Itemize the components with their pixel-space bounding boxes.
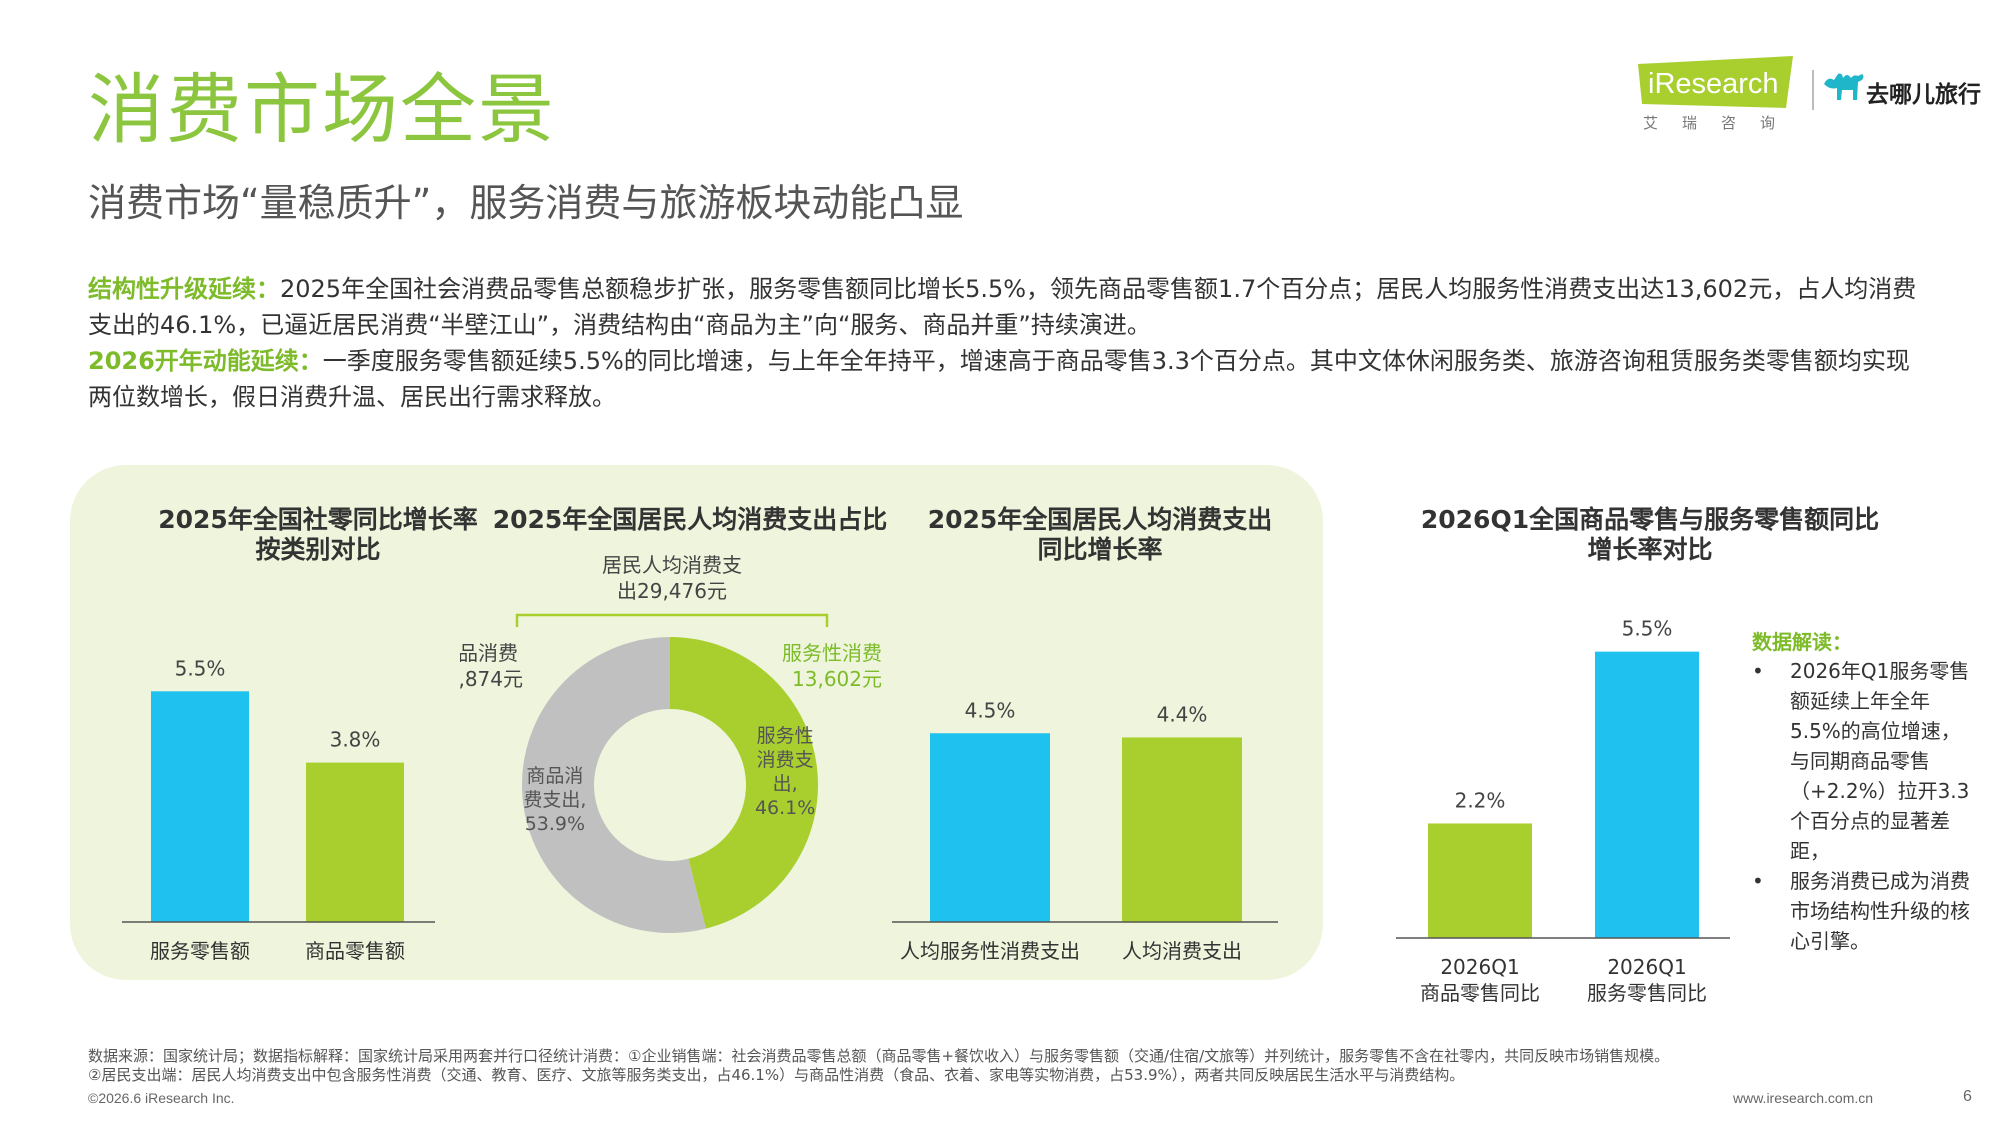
category-label-1-line1: 2026Q1 — [1440, 955, 1519, 979]
bar-value-label-1: 2.2% — [1455, 788, 1506, 812]
intro-label-2: 2026开年动能延续： — [88, 347, 323, 375]
slice-amount-label-1-line2: 13,602元 — [792, 667, 882, 691]
bar-value-label-2: 3.8% — [330, 728, 381, 752]
source-note-2: ②居民支出端：居民人均消费支出中包含服务性消费（交通、教育、医疗、文旅等服务类支… — [88, 1066, 1465, 1084]
chart4-title-line2: 增长率对比 — [1587, 535, 1713, 564]
category-label-2: 人均消费支出 — [1122, 939, 1242, 963]
donut-inner-label-2-line1: 商品消 — [526, 765, 583, 787]
page-title: 消费市场全景 — [88, 65, 556, 154]
bar-1 — [151, 691, 249, 922]
slice-amount-label-2-line2: 15,874元 — [460, 667, 523, 691]
chart3-bar-chart: 4.5% 人均服务性消费支出 4.4% 人均消费支出 — [892, 698, 1278, 963]
chart3-title-line1: 2025年全国居民人均消费支出 — [927, 505, 1273, 534]
category-label-2-line2: 服务零售同比 — [1587, 981, 1707, 1005]
chart3-title: 2025年全国居民人均消费支出 同比增长率 — [890, 505, 1310, 565]
insight-list: 2026年Q1服务零售额延续上年全年5.5%的高位增速，与同期商品零售（+2.2… — [1750, 656, 1980, 956]
total-label-line2: 出29,476元 — [617, 579, 727, 603]
donut-slice-2 — [522, 637, 706, 933]
category-label-2: 商品零售额 — [305, 939, 405, 963]
bar-value-label-1: 4.5% — [965, 698, 1016, 722]
chart2-title: 2025年全国居民人均消费支出占比 — [492, 505, 888, 534]
intro-paragraph-1: 结构性升级延续：2025年全国社会消费品零售总额稳步扩张，服务零售额同比增长5.… — [88, 271, 1918, 343]
footer-copyright: ©2026.6 iResearch Inc. — [88, 1090, 235, 1106]
donut-inner-label-1-line2: 消费支 — [757, 749, 814, 771]
intro-text-2: 一季度服务零售额延续5.5%的同比增速，与上年全年持平，增速高于商品零售3.3个… — [88, 347, 1910, 411]
logo-divider — [1812, 70, 1814, 110]
camel-icon — [1824, 73, 1864, 100]
page-subtitle: 消费市场“量稳质升”，服务消费与旅游板块动能凸显 — [88, 181, 964, 225]
chart1-title: 2025年全国社零同比增长率 按类别对比 — [108, 505, 528, 565]
donut-inner-label-1-line3: 出, — [773, 773, 798, 795]
intro-text-1: 2025年全国社会消费品零售总额稳步扩张，服务零售额同比增长5.5%，领先商品零… — [88, 275, 1917, 339]
bar-2 — [1595, 651, 1699, 938]
bar-value-label-2: 4.4% — [1157, 702, 1208, 726]
iresearch-logo-badge — [1638, 56, 1793, 108]
bar-1 — [1428, 823, 1532, 938]
intro-paragraph-2: 2026开年动能延续：一季度服务零售额延续5.5%的同比增速，与上年全年持平，增… — [88, 343, 1918, 415]
qunar-logo-text: 去哪儿旅行 — [1866, 82, 1981, 108]
insight-heading: 数据解读： — [1752, 630, 1852, 654]
bar-value-label-2: 5.5% — [1622, 617, 1673, 641]
chart3-title-line2: 同比增长率 — [1037, 535, 1163, 564]
page-number: 6 — [1963, 1088, 1972, 1105]
bar-value-label-1: 5.5% — [175, 656, 226, 680]
source-note-1: 数据来源：国家统计局；数据指标解释：国家统计局采用两套并行口径统计消费：①企业销… — [88, 1047, 1670, 1065]
total-bracket — [515, 613, 829, 627]
donut-inner-label-2-line2: 费支出, — [523, 789, 586, 811]
intro-text: 结构性升级延续：2025年全国社会消费品零售总额稳步扩张，服务零售额同比增长5.… — [88, 271, 1918, 415]
insight-item-1: 2026年Q1服务零售额延续上年全年5.5%的高位增速，与同期商品零售（+2.2… — [1750, 656, 1980, 866]
total-label-line1: 居民人均消费支 — [602, 553, 742, 577]
category-label-1: 人均服务性消费支出 — [900, 939, 1080, 963]
bar-2 — [1122, 737, 1242, 922]
donut-inner-label-2-line3: 53.9% — [525, 813, 585, 835]
category-label-2-line1: 2026Q1 — [1607, 955, 1686, 979]
bar-1 — [930, 733, 1050, 922]
iresearch-logo-text: iResearch — [1648, 68, 1779, 100]
chart4-title-line1: 2026Q1全国商品零售与服务零售额同比 — [1420, 505, 1880, 534]
chart4-title: 2026Q1全国商品零售与服务零售额同比 增长率对比 — [1380, 505, 1920, 565]
chart1-title-line2: 按类别对比 — [255, 535, 381, 564]
source-notes: 数据来源：国家统计局；数据指标解释：国家统计局采用两套并行口径统计消费：①企业销… — [88, 1047, 1968, 1085]
chart1-bar-chart: 5.5% 服务零售额 3.8% 商品零售额 — [122, 656, 435, 963]
category-label-1-line2: 商品零售同比 — [1420, 981, 1540, 1005]
category-label-1: 服务零售额 — [150, 939, 250, 963]
donut-inner-label-1-line1: 服务性 — [757, 725, 814, 747]
iresearch-logo-subtext: 艾瑞咨询 — [1643, 114, 1800, 132]
bar-2 — [306, 762, 404, 922]
insight-item-2: 服务消费已成为消费市场结构性升级的核心引擎。 — [1750, 866, 1980, 956]
footer-url[interactable]: www.iresearch.com.cn — [1733, 1090, 1874, 1106]
intro-label-1: 结构性升级延续： — [88, 275, 280, 303]
donut-inner-label-1-line4: 46.1% — [755, 797, 815, 819]
chart1-title-line1: 2025年全国社零同比增长率 — [158, 505, 478, 534]
slice-amount-label-1-line1: 服务性消费 — [782, 641, 882, 665]
donut-slice-1 — [670, 637, 818, 929]
